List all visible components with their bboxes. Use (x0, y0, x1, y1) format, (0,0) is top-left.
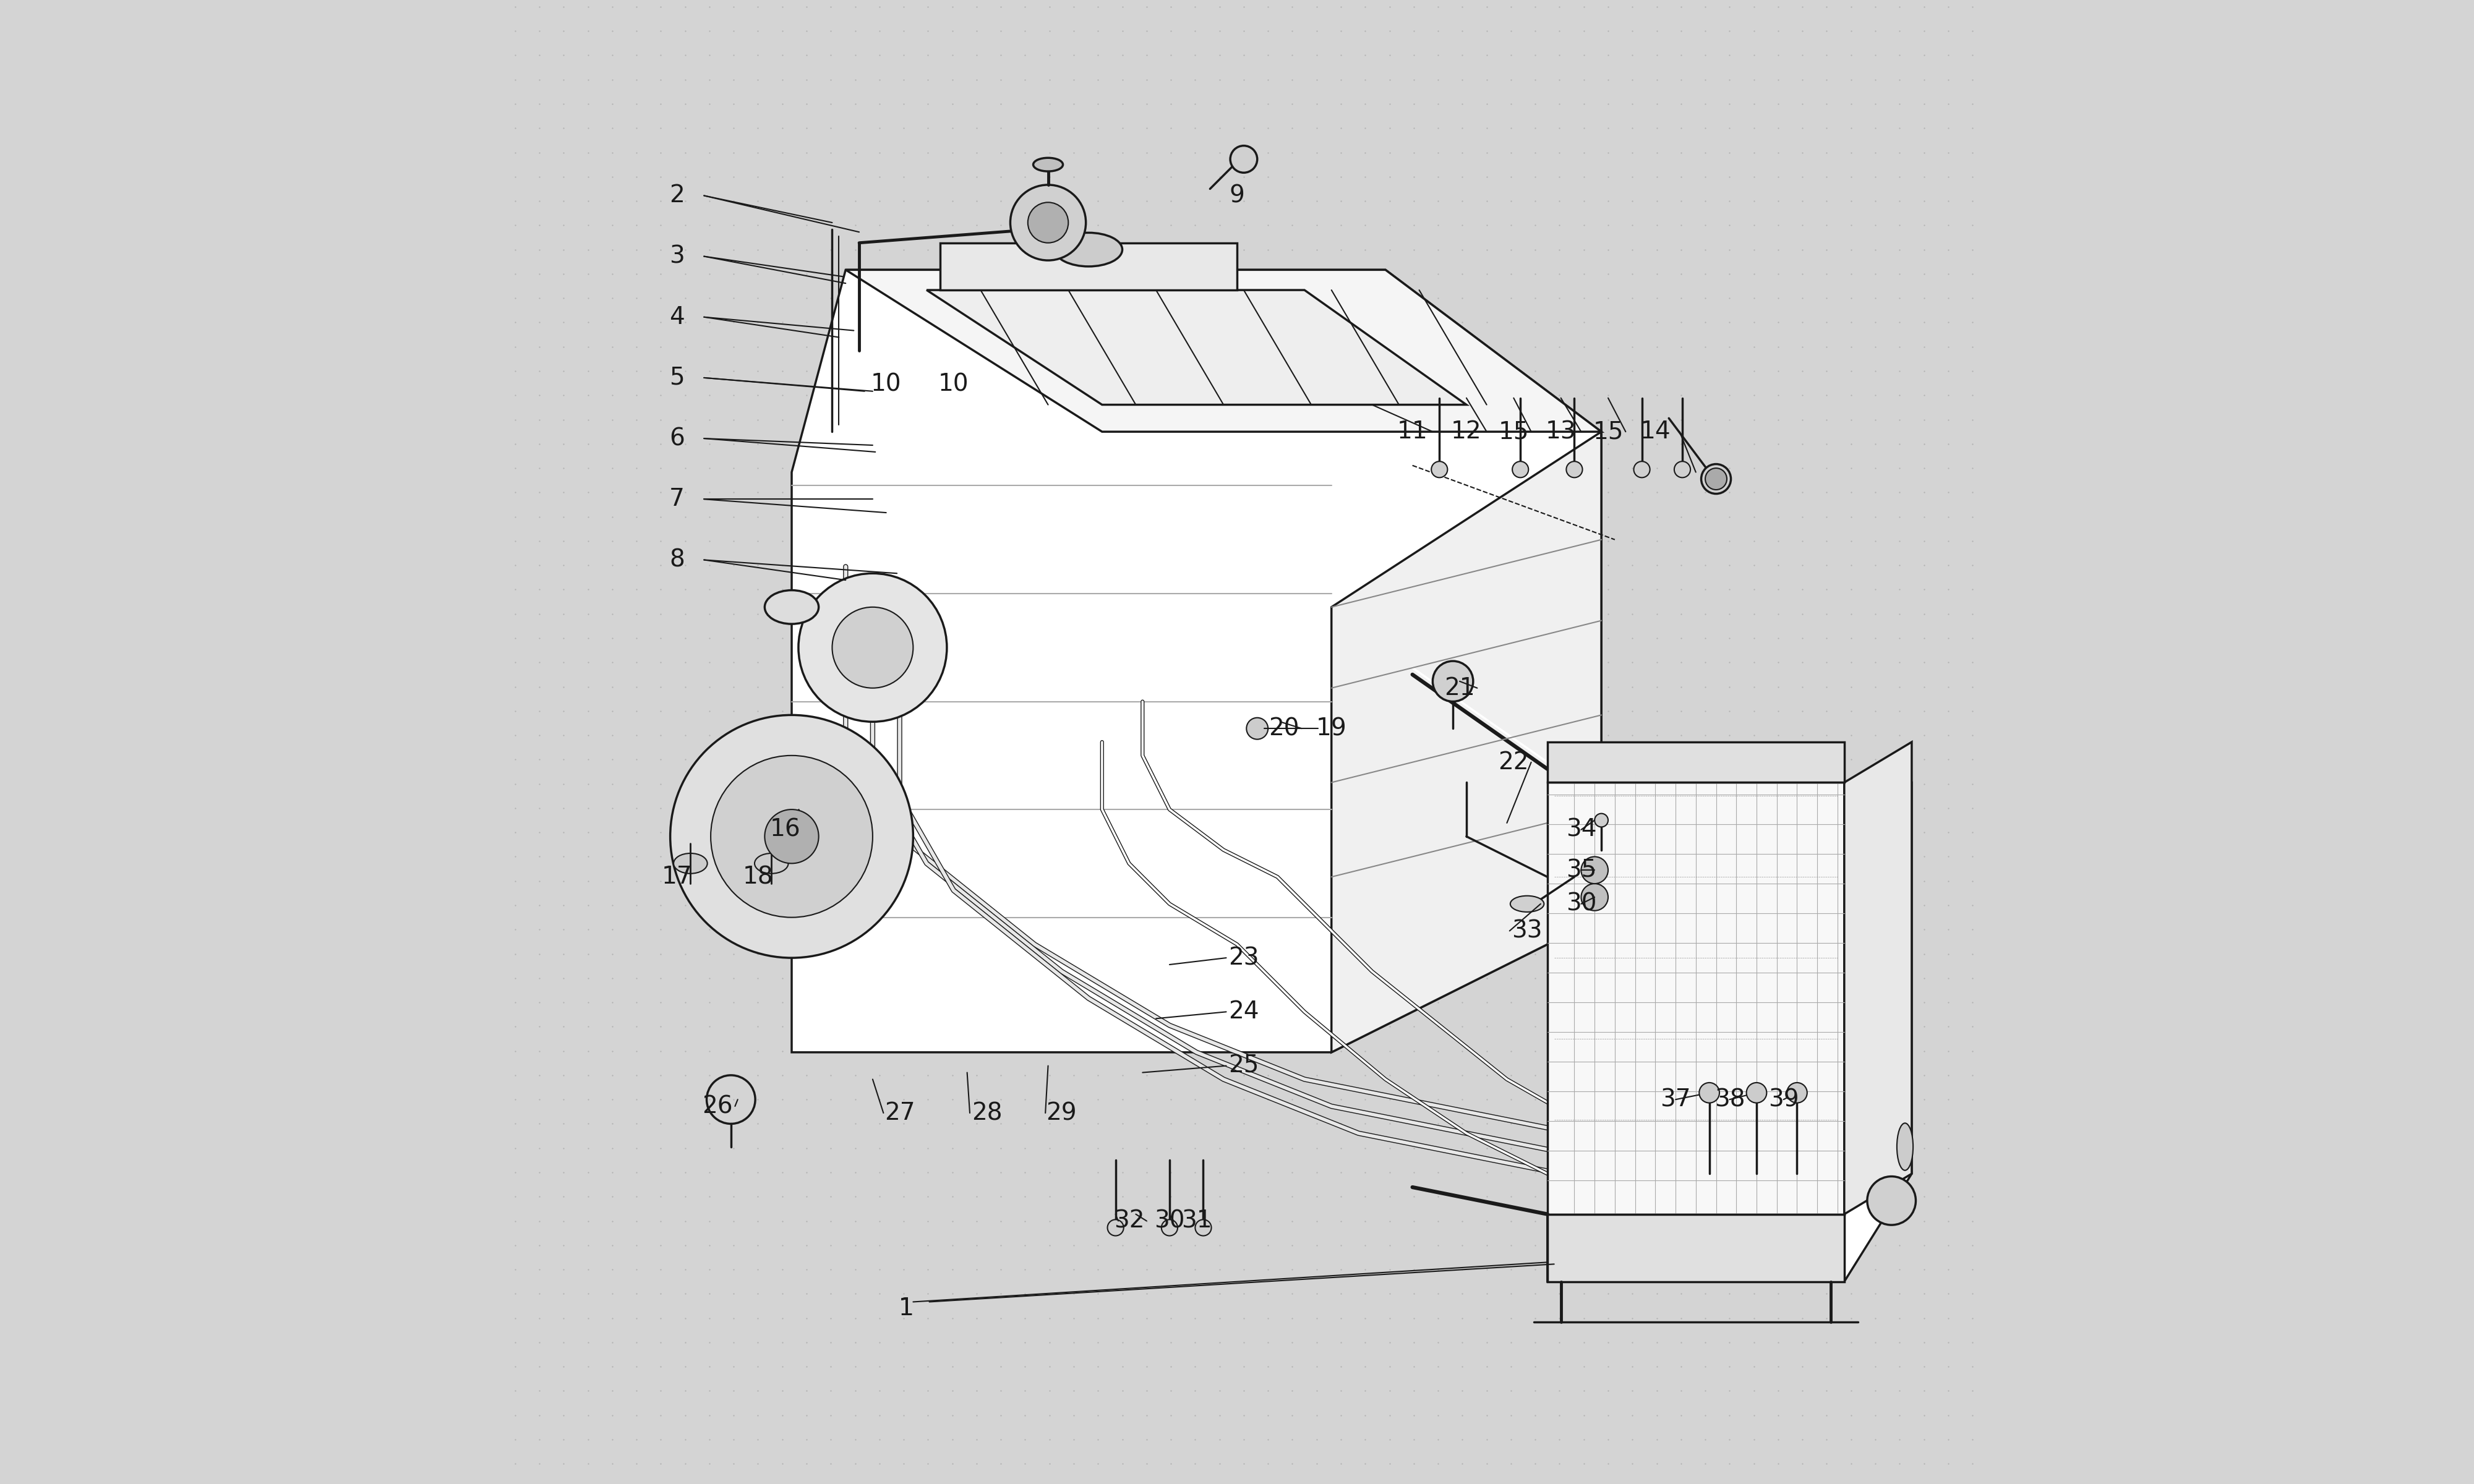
Text: 19: 19 (1316, 717, 1346, 741)
Ellipse shape (1675, 462, 1690, 478)
Text: 25: 25 (1230, 1054, 1259, 1077)
Text: 11: 11 (1398, 420, 1427, 444)
Text: 16: 16 (769, 818, 799, 841)
Text: 12: 12 (1452, 420, 1482, 444)
Text: 7: 7 (670, 487, 685, 510)
Bar (1546, 742, 1843, 782)
Text: 5: 5 (670, 367, 685, 389)
Polygon shape (1546, 782, 1843, 1214)
Text: 2: 2 (670, 184, 685, 208)
Circle shape (799, 573, 948, 721)
Circle shape (1027, 202, 1069, 243)
Ellipse shape (1596, 813, 1608, 827)
Ellipse shape (1509, 896, 1544, 913)
Ellipse shape (1195, 1220, 1212, 1236)
Circle shape (1009, 186, 1086, 260)
Circle shape (1581, 883, 1608, 911)
Text: 24: 24 (1230, 1000, 1259, 1024)
Text: 13: 13 (1546, 420, 1576, 444)
Text: 4: 4 (670, 306, 685, 329)
Text: 1: 1 (898, 1297, 913, 1321)
Ellipse shape (673, 853, 708, 874)
Polygon shape (928, 289, 1467, 405)
Text: 32: 32 (1113, 1209, 1145, 1233)
Ellipse shape (1034, 157, 1064, 171)
Text: 10: 10 (871, 372, 901, 396)
Bar (1546, 1214, 1843, 1282)
Text: 39: 39 (1769, 1088, 1799, 1112)
Circle shape (1581, 856, 1608, 883)
Bar (940, 243, 1237, 289)
Text: 29: 29 (1047, 1101, 1076, 1125)
Ellipse shape (764, 591, 819, 623)
Text: 27: 27 (883, 1101, 915, 1125)
Text: 15: 15 (1499, 420, 1529, 444)
Ellipse shape (1700, 1083, 1719, 1103)
Circle shape (764, 809, 819, 864)
Polygon shape (846, 270, 1601, 432)
Text: 33: 33 (1512, 919, 1541, 942)
Text: 3: 3 (670, 245, 685, 269)
Text: 30: 30 (1155, 1209, 1185, 1233)
Ellipse shape (782, 819, 816, 840)
Text: 37: 37 (1660, 1088, 1690, 1112)
Circle shape (1432, 660, 1472, 702)
Text: 9: 9 (1230, 184, 1244, 208)
Ellipse shape (1108, 1220, 1123, 1236)
Ellipse shape (1432, 462, 1447, 478)
Circle shape (670, 715, 913, 957)
Text: 30: 30 (1566, 892, 1596, 916)
Ellipse shape (1230, 145, 1257, 172)
Text: 10: 10 (938, 372, 970, 396)
Text: 15: 15 (1593, 420, 1623, 444)
Text: 17: 17 (661, 865, 693, 889)
Ellipse shape (1898, 1123, 1912, 1171)
Circle shape (1705, 467, 1727, 490)
Text: 35: 35 (1566, 858, 1596, 881)
Polygon shape (1843, 742, 1912, 1214)
Ellipse shape (1633, 462, 1650, 478)
Circle shape (710, 755, 873, 917)
Circle shape (831, 607, 913, 689)
Ellipse shape (1512, 462, 1529, 478)
Circle shape (1868, 1177, 1915, 1224)
Text: 18: 18 (742, 865, 774, 889)
Text: 22: 22 (1499, 751, 1529, 775)
Text: 23: 23 (1230, 947, 1259, 969)
Text: 21: 21 (1445, 677, 1475, 700)
Text: 26: 26 (703, 1095, 732, 1117)
Ellipse shape (1747, 1083, 1766, 1103)
Ellipse shape (1566, 462, 1583, 478)
Text: 8: 8 (670, 548, 685, 571)
Circle shape (1247, 718, 1269, 739)
Text: 6: 6 (670, 427, 685, 450)
Ellipse shape (755, 853, 789, 874)
Text: 20: 20 (1269, 717, 1299, 741)
Ellipse shape (1160, 1220, 1178, 1236)
Text: 31: 31 (1180, 1209, 1212, 1233)
Polygon shape (1546, 782, 1912, 1282)
Polygon shape (792, 270, 1601, 1052)
Text: 28: 28 (972, 1101, 1002, 1125)
Polygon shape (1331, 432, 1601, 1052)
Ellipse shape (1702, 464, 1732, 494)
Ellipse shape (1786, 1083, 1806, 1103)
Text: 1: 1 (898, 1297, 913, 1321)
Text: 14: 14 (1640, 420, 1670, 444)
Ellipse shape (1054, 233, 1123, 267)
Text: 38: 38 (1714, 1088, 1744, 1112)
Text: 34: 34 (1566, 818, 1596, 841)
